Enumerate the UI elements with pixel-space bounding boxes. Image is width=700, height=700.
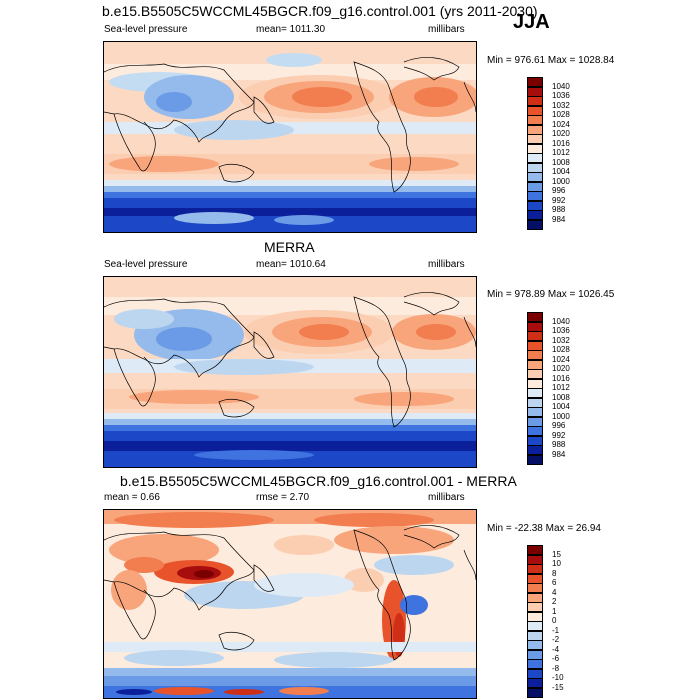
colorbar-label: 996 — [552, 186, 566, 195]
panel-2-title: MERRA — [264, 239, 315, 255]
panel-1-map — [103, 41, 477, 233]
colorbar-label: -8 — [552, 663, 560, 673]
colorbar-label: 1040 — [552, 316, 570, 326]
colorbar-label: 4 — [552, 587, 557, 597]
colorbar-label: 1032 — [552, 100, 570, 110]
panel-1-minmax-label: Min = 976.61 Max = 1028.84 — [487, 55, 615, 66]
colorbar-label: 984 — [552, 449, 566, 459]
panel-1-map-svg — [104, 42, 476, 232]
colorbar-box — [527, 687, 543, 698]
colorbar-box — [527, 454, 543, 465]
colorbar-label: 1032 — [552, 335, 570, 345]
colorbar-label: 6 — [552, 578, 557, 587]
panel-3-map-svg — [104, 510, 476, 698]
panel-2-map-svg — [104, 277, 476, 467]
colorbar-label: 1016 — [552, 373, 570, 383]
panel-2-map — [103, 276, 477, 468]
panel-1-units-label: millibars — [428, 24, 465, 35]
panel-1-left-label: Sea-level pressure — [104, 24, 188, 35]
panel-1-mean-label: mean= 1011.30 — [256, 24, 326, 35]
panel-2-left-label: Sea-level pressure — [104, 259, 188, 270]
colorbar-label: 1000 — [552, 411, 570, 421]
colorbar-label: 1008 — [552, 157, 570, 167]
colorbar-label: 1028 — [552, 110, 570, 119]
coastlines — [104, 57, 476, 193]
panel-3-map — [103, 509, 477, 699]
colorbar-label: -1 — [552, 625, 560, 635]
colorbar-label: 1040 — [552, 81, 570, 91]
panel-3-rmse-label: rmse = 2.70 — [256, 492, 310, 503]
colorbar-box — [527, 219, 543, 230]
colorbar-label: 1012 — [552, 148, 570, 157]
colorbar-label: -10 — [552, 673, 564, 682]
panel-3-units-label: millibars — [428, 492, 465, 503]
panel-1-title: b.e15.B5505C5WCCML45BGCR.f09_g16.control… — [102, 3, 538, 19]
colorbar-label: 996 — [552, 421, 566, 430]
panel-3-minmax-label: Min = -22.38 Max = 26.94 — [487, 523, 601, 534]
colorbar-label: 1036 — [552, 91, 570, 100]
colorbar-label: 1016 — [552, 138, 570, 148]
colorbar-label: -15 — [552, 682, 564, 692]
colorbar-label: -2 — [552, 635, 560, 644]
colorbar-label: 988 — [552, 440, 566, 449]
colorbar-label: 988 — [552, 205, 566, 214]
colorbar-label: 1008 — [552, 392, 570, 402]
colorbar-label: 15 — [552, 549, 561, 559]
panel-2-mean-label: mean= 1010.64 — [256, 259, 326, 270]
colorbar-label: 1 — [552, 606, 557, 616]
colorbar-label: 2 — [552, 597, 557, 606]
panel-2-minmax-label: Min = 978.89 Max = 1026.45 — [487, 289, 615, 300]
colorbar-label: -6 — [552, 654, 560, 663]
colorbar-label: 1000 — [552, 176, 570, 186]
colorbar-label: 1024 — [552, 354, 570, 364]
colorbar-label: 1004 — [552, 402, 570, 411]
colorbar-label: 1020 — [552, 364, 570, 373]
colorbar-label: 1024 — [552, 119, 570, 129]
colorbar-label: 1028 — [552, 345, 570, 354]
colorbar-label: 8 — [552, 568, 557, 578]
colorbar-label: 984 — [552, 214, 566, 224]
panel-2-units-label: millibars — [428, 259, 465, 270]
colorbar-label: 1036 — [552, 326, 570, 335]
panel-3-title: b.e15.B5505C5WCCML45BGCR.f09_g16.control… — [120, 473, 517, 489]
colorbar-label: 1004 — [552, 167, 570, 176]
colorbar-label: 0 — [552, 616, 557, 625]
colorbar-label: 1012 — [552, 383, 570, 392]
colorbar-label: 992 — [552, 195, 566, 205]
colorbar-label: 992 — [552, 430, 566, 440]
season-label: JJA — [513, 11, 550, 33]
colorbar-label: 1020 — [552, 129, 570, 138]
colorbar-label: 10 — [552, 559, 561, 568]
panel-3-mean-label: mean = 0.66 — [104, 492, 160, 503]
colorbar-label: -4 — [552, 644, 560, 654]
